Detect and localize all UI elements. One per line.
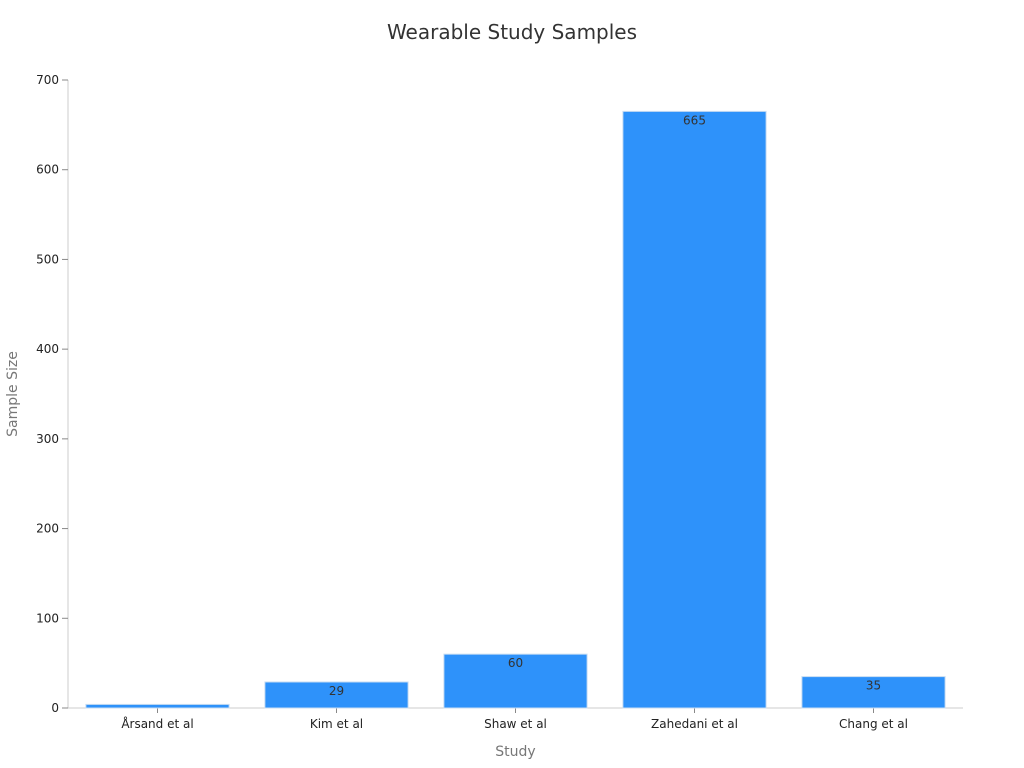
y-tick-label: 300 <box>36 432 59 446</box>
data-label: 35 <box>866 679 881 693</box>
y-axis-title: Sample Size <box>5 351 21 437</box>
y-tick-label: 400 <box>36 342 59 356</box>
x-axis: Årsand et al Kim et al Shaw et al Zahedani … <box>68 707 963 731</box>
x-tick-label: Shaw et al <box>484 717 547 731</box>
y-tick-label: 200 <box>36 522 59 536</box>
y-tick-label: 600 <box>36 163 59 177</box>
chart-title: Wearable Study Samples <box>386 20 638 44</box>
bar <box>443 653 588 709</box>
y-tick-label: 700 <box>36 73 59 87</box>
data-labels: 29 60 665 35 <box>329 113 881 698</box>
x-tick-label: Chang et al <box>839 717 908 731</box>
bar <box>622 110 767 709</box>
y-axis: 0 100 200 300 400 500 600 700 <box>36 73 69 715</box>
x-tick-label: Zahedani et al <box>651 717 738 731</box>
x-tick-label: Årsand et al <box>121 716 193 731</box>
y-tick-label: 500 <box>36 252 59 266</box>
bar <box>264 681 409 709</box>
data-label: 60 <box>508 656 523 670</box>
data-label: 29 <box>329 684 344 698</box>
bars <box>85 110 946 709</box>
x-tick-label: Kim et al <box>310 717 363 731</box>
data-label: 665 <box>683 113 706 127</box>
y-tick-label: 0 <box>51 701 59 715</box>
bar <box>801 676 946 709</box>
x-axis-title: Study <box>495 744 535 760</box>
bar <box>85 703 230 709</box>
y-tick-label: 100 <box>36 611 59 625</box>
